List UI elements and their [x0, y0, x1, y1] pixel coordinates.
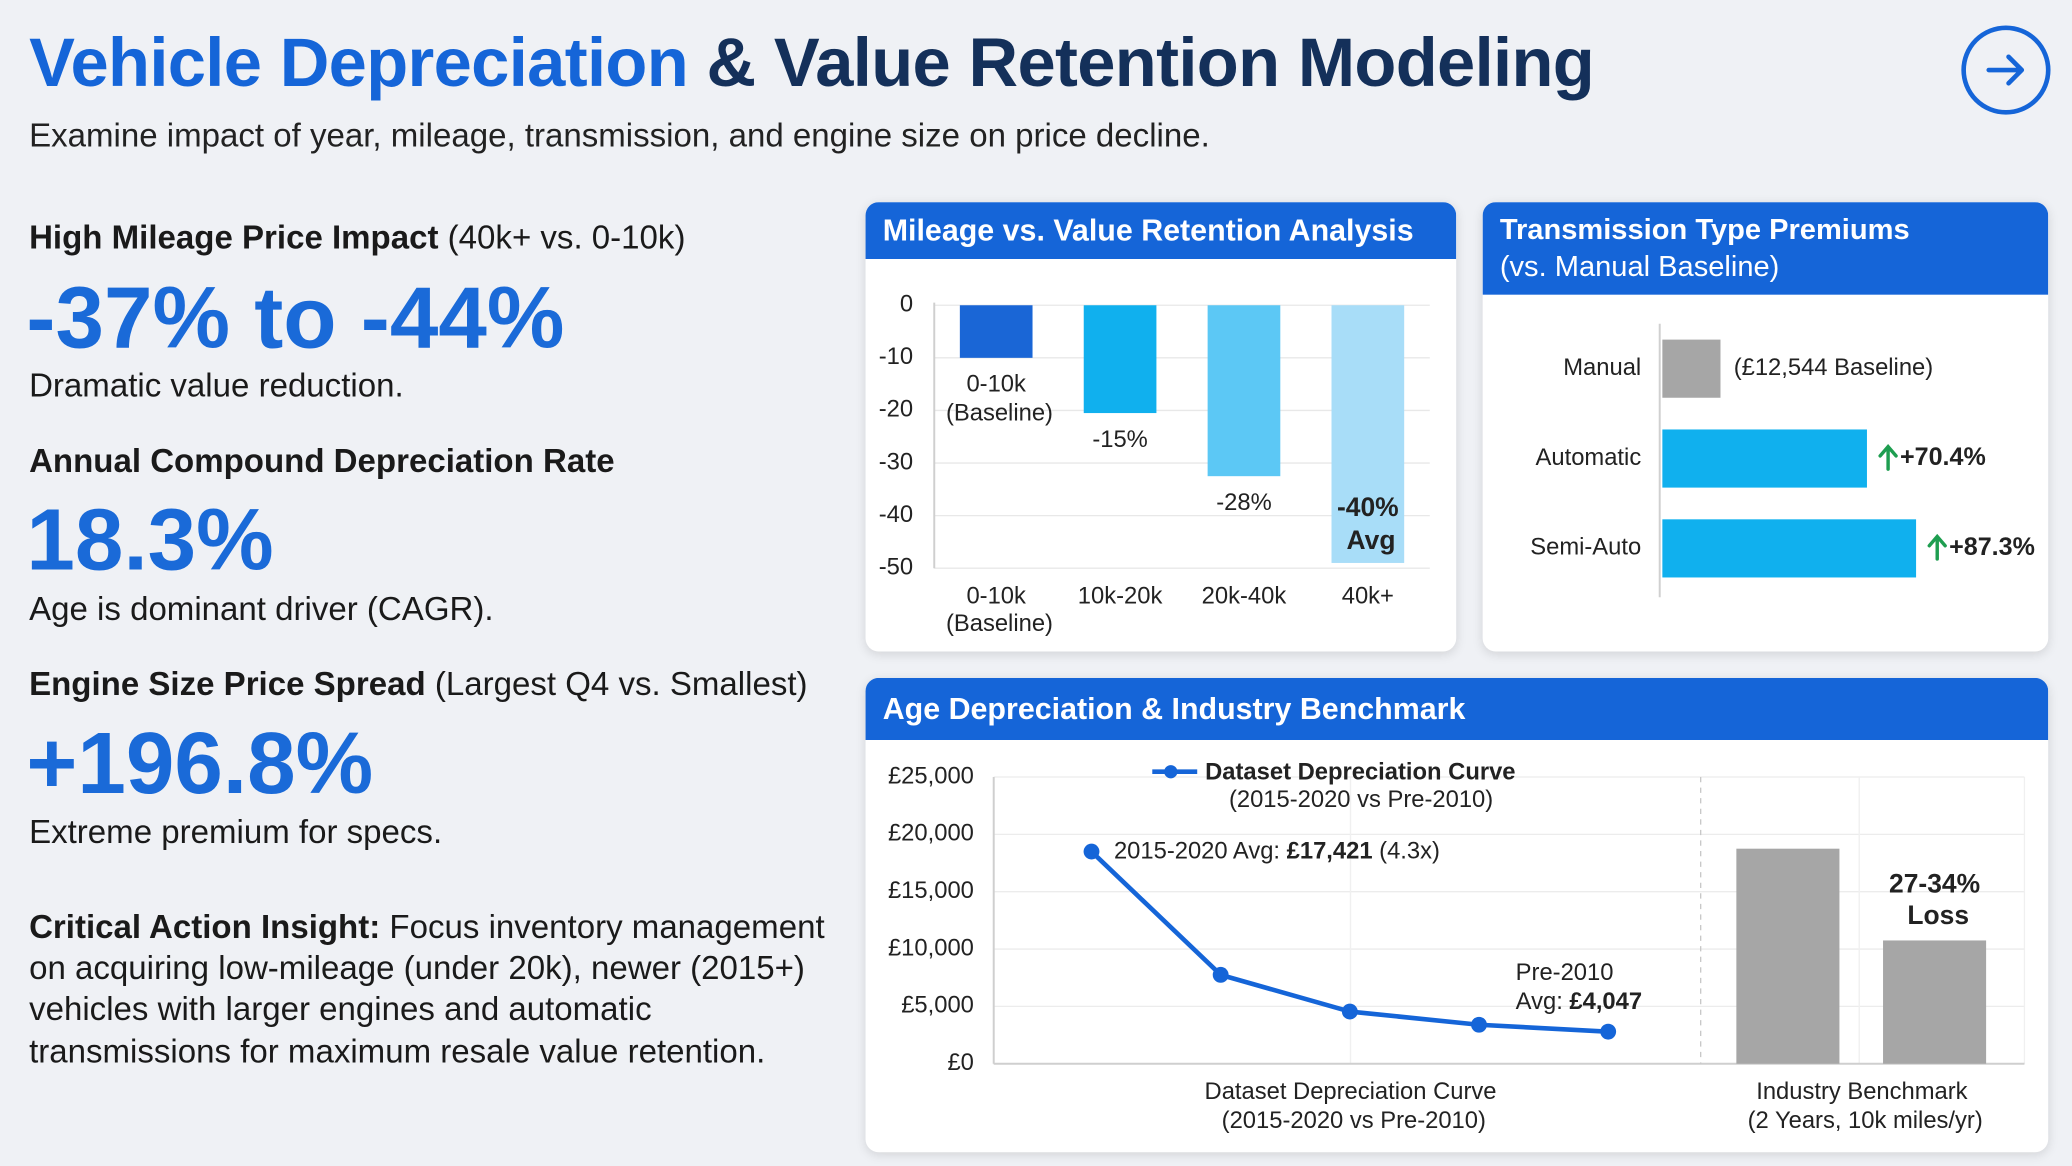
x-tick-label: 10k-20k	[1078, 583, 1163, 610]
category-label: Automatic	[1536, 444, 1642, 471]
insight-label: Critical Action Insight:	[29, 909, 381, 947]
annotation-part: Avg:	[1516, 988, 1563, 1015]
insight: Critical Action Insight: Focus inventory…	[29, 908, 835, 1073]
annotation: Avg: £4,047	[1516, 988, 1642, 1015]
legend-label: Dataset Depreciation Curve	[1205, 758, 1515, 785]
bar	[1331, 305, 1405, 563]
kpi-label-bold: Engine Size Price Spread	[29, 666, 426, 704]
kpi-value: +196.8%	[26, 713, 374, 812]
kpi-note: Age is dominant driver (CAGR).	[29, 590, 494, 628]
y-tick-label: -30	[879, 448, 913, 475]
panel-title: Mileage vs. Value Retention Analysis	[865, 202, 1457, 260]
y-tick-label: £25,000	[888, 762, 974, 789]
annotation: 2015-2020 Avg: £17,421 (4.3x)	[1114, 838, 1440, 865]
x-tick-label: 0-10k (Baseline)	[939, 583, 1053, 638]
annotation-part: £17,421	[1280, 838, 1373, 865]
category-label: Semi-Auto	[1530, 534, 1641, 561]
kpi-note: Extreme premium for specs.	[29, 814, 443, 852]
y-tick-label: £5,000	[901, 992, 974, 1019]
y-tick-label: £15,000	[888, 877, 974, 904]
annotation-part: (4.3x)	[1373, 838, 1440, 865]
next-button[interactable]	[1960, 24, 2053, 117]
benchmark-bar	[1736, 848, 1840, 1064]
insight-text: Focus inventory management on acquiring …	[29, 909, 825, 1070]
baseline-label: (£12,544 Baseline)	[1734, 354, 1934, 381]
y-tick-label: £10,000	[888, 934, 974, 961]
x-tick-label: 40k+	[1342, 583, 1394, 610]
panel: Age Depreciation & Industry Benchmark	[865, 677, 2049, 1153]
annotation-part: £4,047	[1563, 988, 1642, 1015]
page-subtitle: Examine impact of year, mileage, transmi…	[29, 117, 1210, 155]
annotation: Pre-2010	[1516, 959, 1614, 986]
kpi-note: Dramatic value reduction.	[29, 367, 404, 405]
x-group-label: Dataset Depreciation Curve (2015-2020 vs…	[1205, 1078, 1497, 1134]
up-arrow	[1878, 444, 1898, 471]
legend-dot	[1164, 765, 1178, 779]
y-tick-label: -20	[879, 396, 913, 423]
bar	[1207, 305, 1281, 477]
bar	[959, 305, 1033, 358]
kpi-qualifier: (Largest Q4 vs. Smallest)	[434, 666, 808, 704]
value-label: +87.3%	[1949, 533, 2035, 561]
title-rest: & Value Retention Modeling	[706, 25, 1595, 102]
y-tick-label: -40	[879, 501, 913, 528]
bar	[1662, 519, 1917, 578]
kpi-label-bold: High Mileage Price Impact	[29, 219, 439, 257]
point	[1341, 1003, 1358, 1020]
point	[1600, 1023, 1617, 1040]
y-tick-label: £20,000	[888, 820, 974, 847]
title-highlight: Vehicle Depreciation	[29, 25, 689, 102]
bar-label: 0-10k (Baseline)	[939, 371, 1053, 427]
category-label: Manual	[1563, 354, 1641, 381]
kpi-qualifier: (40k+ vs. 0-10k)	[447, 219, 686, 257]
page-title: Vehicle Depreciation & Value Retention M…	[29, 24, 1595, 103]
benchmark-bar	[1883, 940, 1987, 1064]
kpi-label: Annual Compound Depreciation Rate	[29, 443, 615, 481]
bar	[1083, 305, 1157, 414]
annotation: 27-34% Loss	[1889, 868, 1980, 930]
bar-label: -28%	[1216, 489, 1271, 516]
y-tick-label: 0	[900, 291, 913, 318]
bar-label: -40% Avg	[1337, 492, 1399, 555]
x-group-label: Industry Benchmark (2 Years, 10k miles/y…	[1741, 1078, 1983, 1134]
x-tick-label: 20k-40k	[1202, 583, 1287, 610]
panel-header: Transmission Type Premiums (vs. Manual Ba…	[1482, 202, 2049, 295]
panel-title: Transmission Type Premiums	[1499, 212, 1910, 246]
y-tick-label: -50	[879, 553, 913, 580]
y-tick-label: £0	[947, 1049, 973, 1076]
kpi-label: Engine Size Price Spread (Largest Q4 vs.…	[29, 666, 807, 704]
point	[1083, 843, 1100, 860]
kpi-value: -37% to -44%	[26, 268, 565, 367]
bar	[1662, 339, 1721, 398]
kpi-label: High Mileage Price Impact (40k+ vs. 0-10…	[29, 219, 685, 257]
annotation-part: 2015-2020 Avg:	[1114, 838, 1280, 865]
kpi-label-bold: Annual Compound Depreciation Rate	[29, 442, 615, 480]
panel-subtitle: (vs. Manual Baseline)	[1499, 249, 1780, 283]
y-tick-label: -10	[879, 343, 913, 370]
kpi-value: 18.3%	[26, 490, 274, 589]
bar-label: -15%	[1092, 426, 1147, 453]
value-label: +70.4%	[1900, 443, 1986, 471]
legend-sublabel: (2015-2020 vs Pre-2010)	[1229, 786, 1493, 813]
up-arrow	[1927, 533, 1947, 561]
point	[1471, 1016, 1487, 1033]
panel-title: Age Depreciation & Industry Benchmark	[865, 677, 2049, 741]
point	[1212, 966, 1229, 983]
bar	[1662, 429, 1867, 488]
